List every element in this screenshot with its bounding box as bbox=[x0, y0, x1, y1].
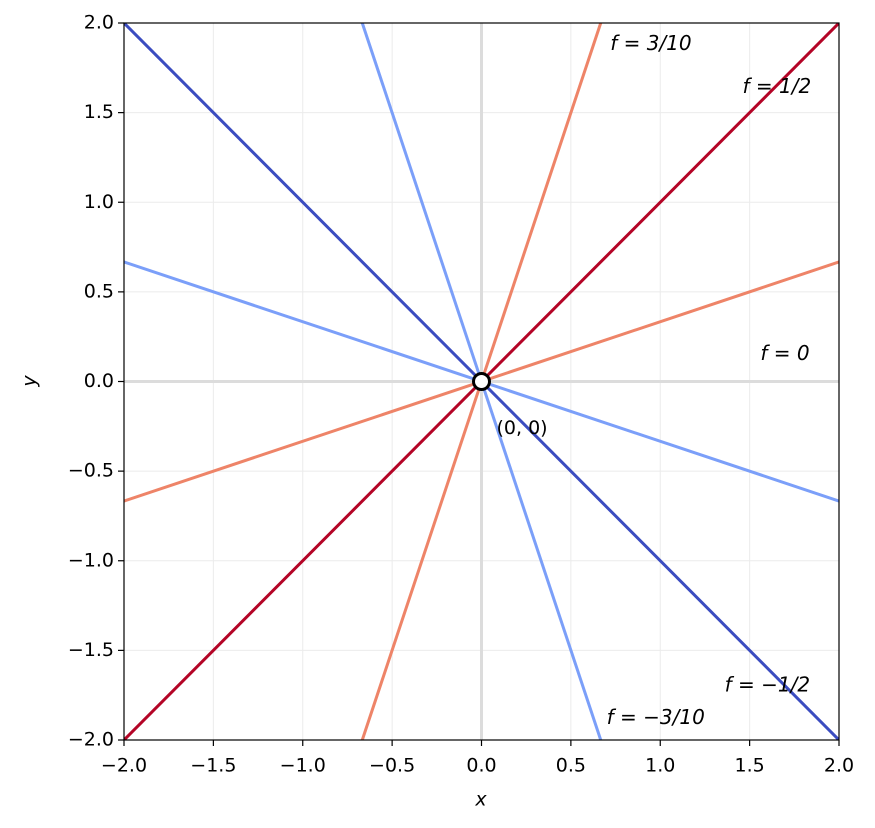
y-tick-label: 1.0 bbox=[84, 191, 114, 213]
x-tick-label: 0.5 bbox=[556, 755, 586, 777]
point bbox=[472, 372, 491, 391]
y-tick-label: 0.5 bbox=[84, 280, 114, 302]
y-tick-label: −0.5 bbox=[68, 460, 114, 482]
x-tick-label: 0.0 bbox=[466, 755, 496, 777]
x-tick-label: 1.0 bbox=[645, 755, 675, 777]
x-tick-label: −2.0 bbox=[101, 755, 147, 777]
x-tick-label: 2.0 bbox=[824, 755, 854, 777]
annotation: f = 3/10 bbox=[610, 31, 691, 55]
x-axis-label: x bbox=[474, 789, 487, 811]
x-tick-label: −1.0 bbox=[280, 755, 326, 777]
x-tick-label: 1.5 bbox=[735, 755, 765, 777]
annotation: f = −3/10 bbox=[607, 705, 705, 729]
annotation: f = −1/2 bbox=[725, 673, 810, 697]
y-tick-label: −1.0 bbox=[68, 549, 114, 571]
x-tick-label: −0.5 bbox=[369, 755, 415, 777]
y-tick-label: 2.0 bbox=[84, 12, 114, 34]
annotation: f = 1/2 bbox=[742, 74, 811, 98]
labels: −2.0 −1.5 −1.0 −0.5 0.0 0.5 1.0 1.5 2.0 −2.0 −1.5 −… bbox=[68, 12, 854, 777]
annotation: f = 0 bbox=[760, 341, 809, 365]
y-tick-label: −1.5 bbox=[68, 639, 114, 661]
x-tick-label: −1.5 bbox=[190, 755, 236, 777]
point-label: (0, 0) bbox=[497, 417, 548, 439]
y-tick-label: 0.0 bbox=[84, 370, 114, 392]
y-tick-label: 1.5 bbox=[84, 101, 114, 123]
y-axis-label: y bbox=[19, 375, 41, 388]
y-tick-label: −2.0 bbox=[68, 729, 114, 751]
